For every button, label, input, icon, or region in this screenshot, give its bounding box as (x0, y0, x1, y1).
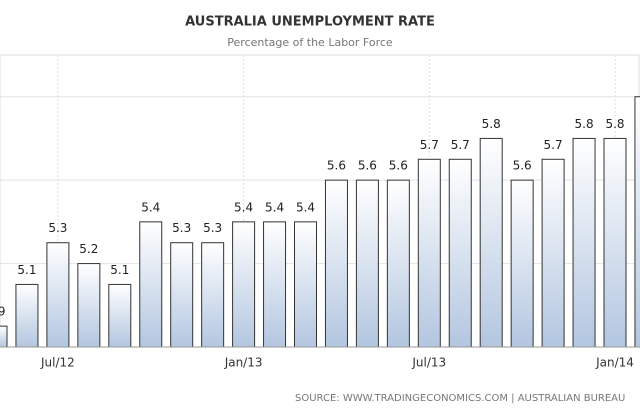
bar (294, 221, 317, 348)
value-label: 5.7 (420, 138, 439, 152)
bar (448, 158, 472, 348)
bar (417, 158, 441, 348)
value-label: 5.8 (605, 117, 624, 131)
value-label: 5.4 (234, 200, 253, 214)
bar (479, 137, 503, 348)
bar (170, 242, 194, 348)
chart-title: AUSTRALIA UNEMPLOYMENT RATE (185, 15, 435, 30)
bar (15, 283, 39, 348)
bar (510, 179, 534, 348)
bar (263, 221, 287, 348)
value-label: 5.4 (141, 200, 160, 214)
value-label: 5.2 (79, 242, 98, 256)
value-label: 5.6 (358, 159, 377, 173)
bar (386, 179, 410, 348)
value-label: 5.3 (172, 221, 191, 235)
bar (572, 137, 596, 348)
value-label: 5.4 (265, 200, 284, 214)
bar (541, 158, 565, 348)
bar (108, 283, 132, 348)
bar (201, 242, 225, 348)
bar (634, 96, 640, 348)
value-label: 5.1 (110, 263, 129, 277)
x-tick-label: Jan/14 (595, 356, 634, 370)
x-tick-label: Jul/12 (40, 356, 75, 370)
value-label: 5.8 (575, 117, 594, 131)
value-label: 5.3 (48, 221, 67, 235)
value-label: 4.9 (0, 305, 6, 319)
value-label: 5.6 (513, 159, 532, 173)
source-note: SOURCE: WWW.TRADINGECONOMICS.COM | AUSTR… (295, 393, 625, 404)
value-label: 5.6 (327, 159, 346, 173)
x-tick-label: Jul/13 (411, 356, 446, 370)
value-label: 5.7 (451, 138, 470, 152)
value-label: 5.6 (389, 159, 408, 173)
bar (603, 137, 627, 348)
value-label: 5.7 (544, 138, 563, 152)
bar (324, 179, 348, 348)
value-label: 5.8 (482, 117, 501, 131)
x-tick-label: Jan/13 (224, 356, 263, 370)
bar (0, 325, 8, 348)
chart-subtitle: Percentage of the Labor Force (227, 36, 393, 49)
bar (77, 263, 101, 348)
bar (355, 179, 379, 348)
value-label: 5.3 (203, 221, 222, 235)
value-label: 5.1 (17, 263, 36, 277)
bar (139, 221, 163, 348)
bar (232, 221, 256, 348)
bar (46, 242, 70, 348)
value-label: 5.4 (296, 200, 315, 214)
